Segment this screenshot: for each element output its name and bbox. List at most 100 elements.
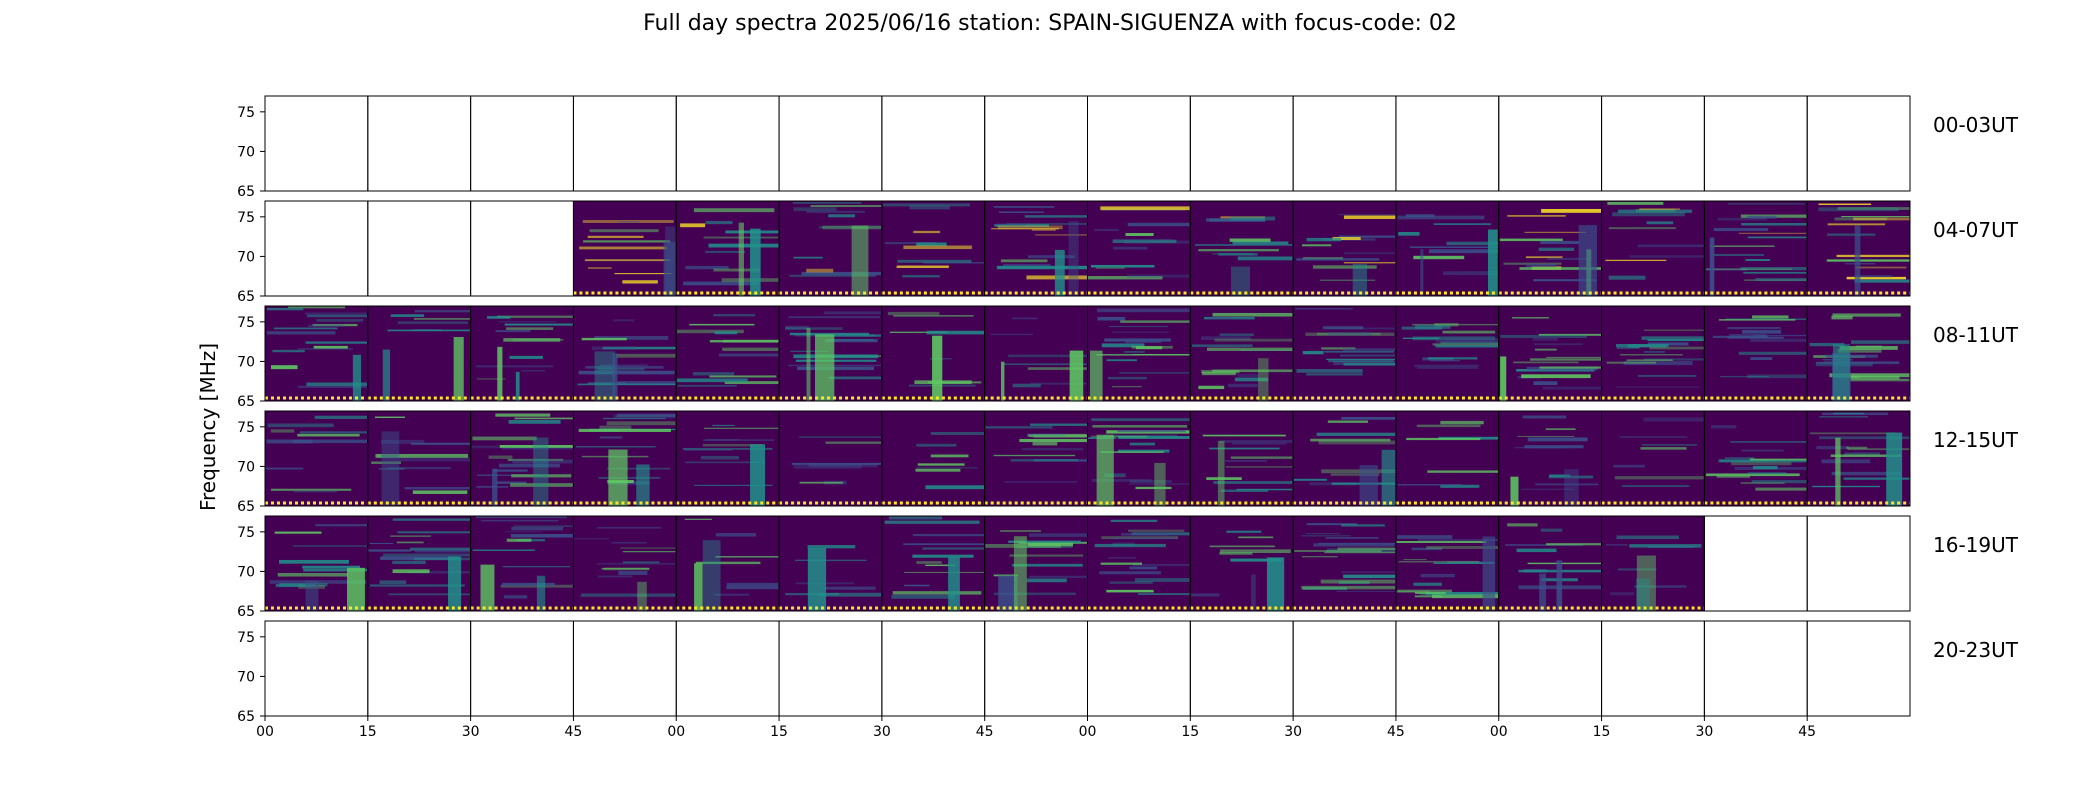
spectrum-band: [1420, 573, 1455, 578]
spectrum-band: [1812, 485, 1881, 488]
spectrum-band: [676, 378, 748, 383]
spectrum-panel: [675, 95, 780, 192]
spectrum-band: [996, 265, 1088, 270]
spectrum-band: [1003, 264, 1051, 266]
spectrum-band: [1094, 543, 1166, 548]
spectrum-band: [676, 329, 744, 334]
spectrum-panel: [1806, 305, 1911, 402]
spectrum-panel: [1498, 95, 1603, 192]
spectrum-band: [1301, 535, 1351, 537]
spectrum-burst: [806, 328, 811, 401]
spectrum-band: [1429, 359, 1461, 362]
spectrum-band: [1321, 347, 1356, 350]
spectrum-band: [1209, 447, 1280, 450]
spectrum-burst: [1352, 263, 1368, 296]
spectrum-band: [925, 485, 985, 490]
spectrum-band: [1219, 333, 1254, 337]
y-tick-label: 65: [237, 709, 255, 725]
panel-border: [470, 200, 574, 297]
spectrum-band: [1533, 381, 1558, 386]
spectrum-band: [1321, 469, 1396, 474]
spectrum-band: [1113, 246, 1148, 250]
row-label: 00-03UT: [1933, 113, 2019, 137]
spectrum-band: [1608, 227, 1676, 230]
spectrum-panel: [1703, 305, 1808, 402]
spectrum-band: [1135, 346, 1163, 350]
spectrum-band: [496, 315, 574, 318]
spectrum-band: [578, 370, 675, 375]
spectrum-band: [1649, 346, 1705, 350]
spectrum-band: [1226, 530, 1262, 533]
spectrum-panel: [1292, 200, 1397, 297]
panel-border: [675, 620, 780, 717]
spectrum-band: [613, 319, 635, 322]
spectrum-band: [1212, 252, 1254, 255]
spectrum-band: [807, 545, 856, 549]
spectrum-band: [1107, 376, 1147, 380]
spectrum-band: [1548, 475, 1594, 479]
panel-border: [1806, 200, 1911, 297]
spectrum-band: [1336, 590, 1396, 592]
y-tick-label: 75: [237, 210, 255, 226]
spectrum-band: [476, 516, 567, 519]
spectrum-band: [381, 439, 425, 444]
spectrum-band: [1647, 339, 1705, 342]
spectrum-band: [1121, 533, 1169, 536]
spectrum-band: [511, 474, 572, 478]
spectrum-band: [1000, 259, 1048, 263]
spectrum-band: [584, 259, 670, 262]
spectrum-band: [302, 565, 361, 569]
spectrum-band: [1412, 323, 1499, 326]
spectrum-band: [510, 483, 574, 487]
spectrum-band: [825, 339, 878, 343]
spectrum-band: [303, 568, 368, 572]
spectrum-band: [1341, 416, 1396, 420]
spectrum-band: [1717, 217, 1767, 221]
y-tick-label: 70: [237, 144, 255, 160]
spectrum-band: [1435, 344, 1499, 348]
spectrum-panel: [1601, 515, 1705, 612]
spectrum-panel: [1087, 620, 1191, 717]
spectrum-band: [585, 365, 664, 369]
spectrum-band: [1232, 241, 1289, 245]
spectrum-band: [903, 245, 972, 250]
spectrum-panel: [1498, 515, 1603, 612]
spectrum-band: [1615, 386, 1700, 388]
spectrum-band: [514, 417, 574, 420]
spectrum-band: [700, 455, 740, 460]
spectrum-panel: [881, 200, 986, 297]
panel-border: [1292, 620, 1397, 717]
spectrum-band: [1720, 459, 1776, 462]
spectrum-band: [1706, 268, 1748, 271]
spectrum-band: [480, 519, 559, 522]
spectrum-band: [1809, 432, 1896, 435]
spectrum-panel: [675, 410, 780, 507]
spectrum-band: [594, 336, 669, 340]
panel-border: [1806, 620, 1911, 717]
spectrum-band: [1306, 373, 1363, 376]
spectrum-panel: [881, 515, 986, 612]
spectrum-band: [599, 364, 649, 367]
panel-border: [1601, 95, 1705, 192]
panel-border: [264, 620, 369, 717]
spectra-row: 75 70 65 04-07UT: [237, 200, 2019, 305]
spectrum-band: [1294, 550, 1382, 552]
spectrum-band: [266, 439, 313, 444]
spectrum-background: [1601, 306, 1705, 401]
spectrum-band: [1446, 241, 1499, 246]
spectrum-band: [1032, 442, 1058, 446]
spectrum-band: [1027, 367, 1088, 370]
spectrum-band: [1100, 206, 1191, 211]
spectrum-band: [1091, 418, 1191, 422]
spectrum-band: [1816, 446, 1849, 450]
spectrum-band: [506, 327, 554, 330]
spectra-row: 75 70 65 12-15UT: [237, 410, 2019, 515]
spectrum-band: [1440, 420, 1484, 425]
spectrum-band: [596, 526, 662, 529]
spectrum-band: [599, 436, 623, 439]
spectrum-panel: [470, 410, 574, 507]
spectrum-band: [1826, 354, 1878, 358]
spectrum-band: [930, 454, 969, 458]
spectrum-band: [380, 556, 459, 560]
spectrum-band: [1834, 217, 1888, 221]
